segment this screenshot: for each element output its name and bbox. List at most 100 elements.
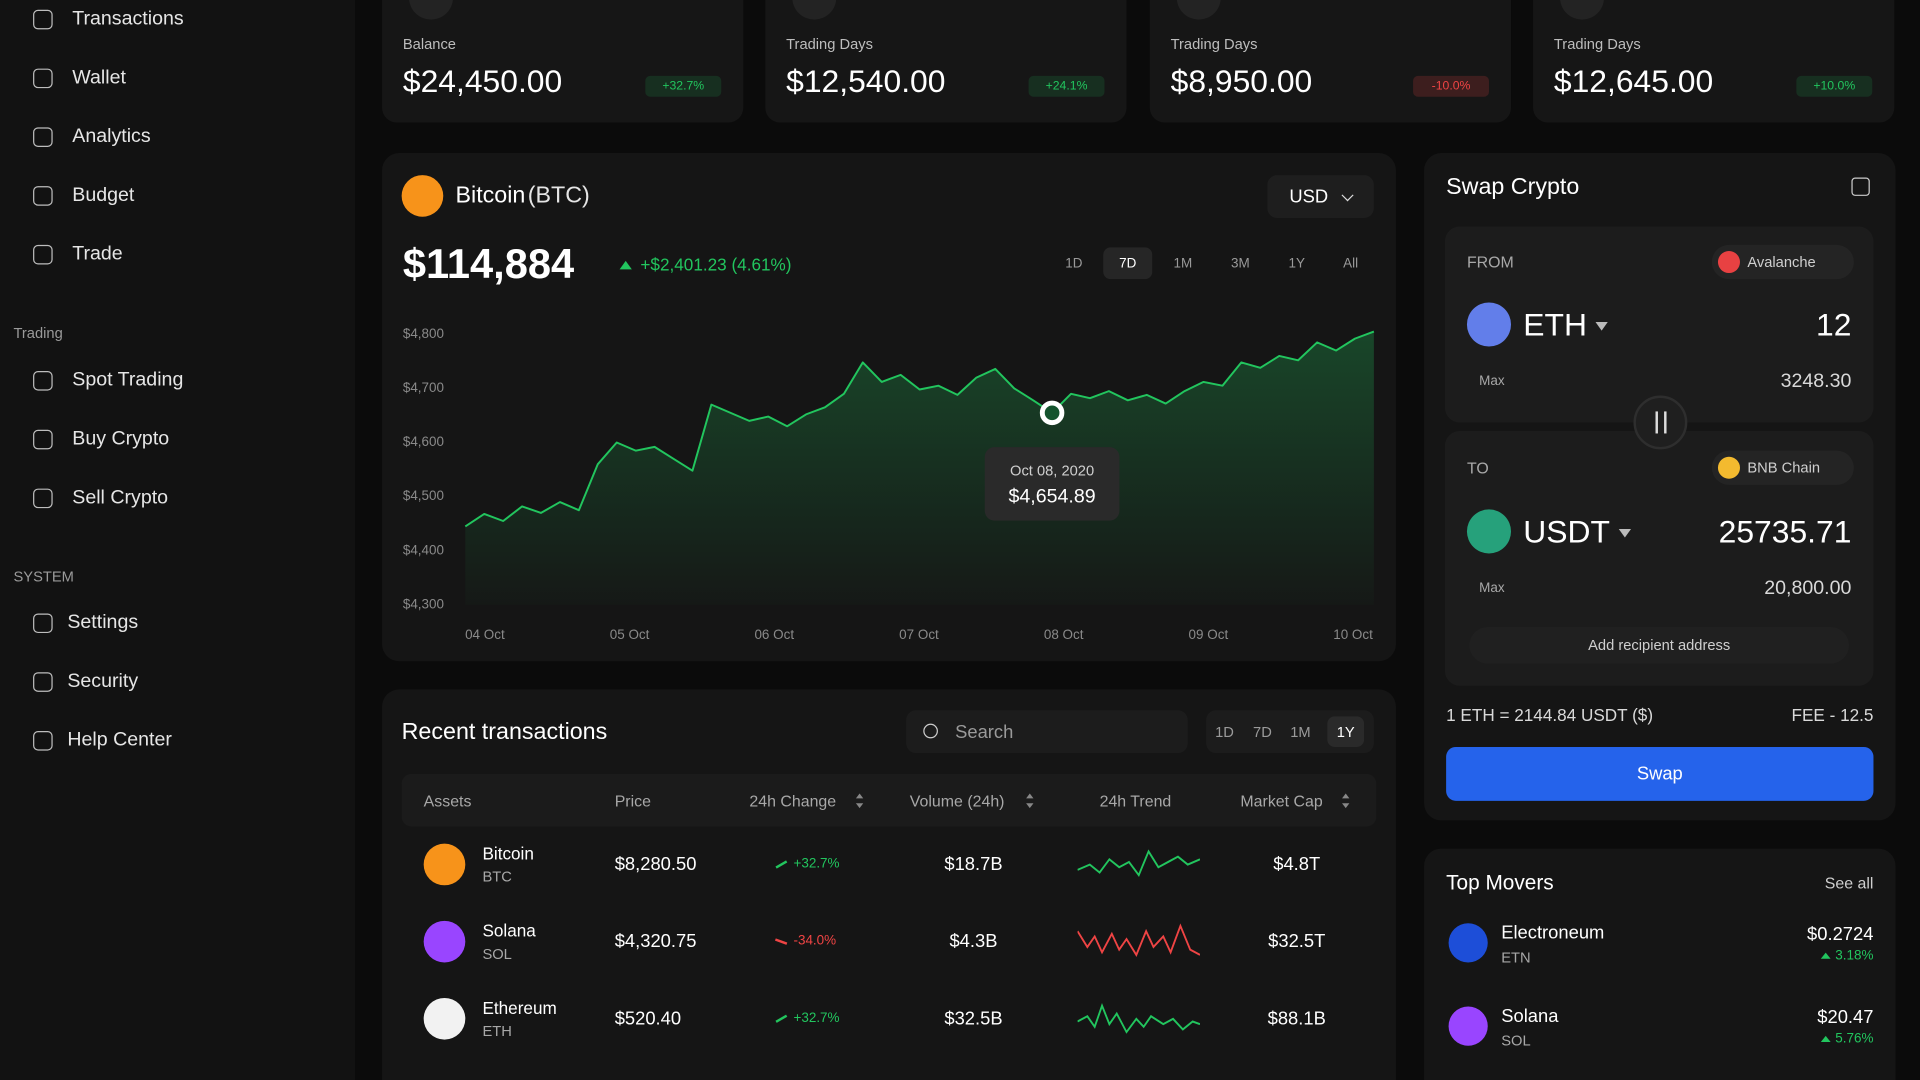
swap-button-label[interactable]: Swap: [1636, 763, 1683, 785]
token-name[interactable]: USDT: [1523, 513, 1610, 550]
x-tick-label: 09 Oct: [1189, 627, 1229, 642]
mover-price: $20.47: [1817, 1007, 1874, 1028]
asset-name: Solana: [482, 920, 536, 941]
sidebar-item[interactable]: Analytics: [72, 126, 151, 147]
y-tick-label: $4,400: [403, 542, 444, 557]
range-button[interactable]: 3M: [1231, 255, 1250, 271]
sidebar-item[interactable]: Trade: [72, 243, 123, 265]
price-change: +$2,401.23 (4.61%): [640, 254, 792, 275]
sidebar-icon: [33, 186, 53, 206]
column-header[interactable]: Market Cap: [1240, 791, 1323, 811]
tooltip-date: Oct 08, 2020: [1010, 463, 1094, 479]
mover-change: 3.18%: [1835, 948, 1874, 964]
change-pill: [1028, 75, 1105, 97]
search-icon: [923, 723, 938, 739]
stat-label: Balance: [402, 35, 456, 53]
sidebar-item[interactable]: Budget: [72, 184, 135, 206]
token-balance: 20,800.00: [1764, 577, 1852, 599]
swap-arrow: [1655, 411, 1658, 434]
sidebar-item[interactable]: Spot Trading: [72, 369, 184, 391]
currency-select[interactable]: [1267, 175, 1374, 218]
sidebar-item[interactable]: Wallet: [72, 67, 126, 89]
coin-name: Bitcoin: [455, 183, 526, 209]
hover-point: [1039, 400, 1065, 426]
max-button[interactable]: Max: [1479, 581, 1505, 596]
sidebar-icon: [33, 429, 53, 450]
range-button[interactable]: 1D: [1215, 723, 1234, 741]
chain-icon: [1717, 456, 1741, 479]
stat-icon: [1176, 0, 1221, 20]
recipient-field[interactable]: [1469, 626, 1849, 664]
range-button[interactable]: 1M: [1290, 723, 1311, 741]
column-header[interactable]: Volume (24h): [909, 791, 1005, 811]
token-amount: 12: [1816, 306, 1852, 343]
coin-icon: [401, 175, 444, 217]
stat-card: [1533, 0, 1895, 123]
chain-name: BNB Chain: [1747, 459, 1821, 477]
mover-symbol: ETN: [1501, 948, 1531, 967]
triangle-icon: [1820, 1035, 1831, 1042]
stat-icon: [1560, 0, 1605, 20]
stat-label: Trading Days: [786, 35, 873, 53]
range-active: [1103, 247, 1153, 280]
x-tick-label: 07 Oct: [899, 627, 939, 642]
transactions-card: [382, 689, 1396, 1080]
settings-icon[interactable]: [1851, 177, 1870, 196]
see-all[interactable]: See all: [1824, 873, 1874, 893]
sidebar-icon: [33, 244, 53, 265]
max-button[interactable]: Max: [1479, 374, 1505, 389]
search-box[interactable]: [906, 710, 1188, 754]
sparkline: [1077, 849, 1201, 878]
range-button[interactable]: All: [1343, 255, 1359, 271]
column-header: Assets: [423, 791, 472, 811]
y-tick-label: $4,600: [403, 434, 444, 449]
asset-change: +32.7%: [793, 1010, 840, 1026]
sidebar-item[interactable]: Security: [67, 671, 139, 692]
search-placeholder[interactable]: Search: [955, 721, 1014, 743]
sidebar-item[interactable]: Buy Crypto: [72, 428, 170, 450]
price: $114,884: [402, 241, 575, 288]
recipient[interactable]: Add recipient address: [1588, 636, 1731, 654]
change-pill: [1413, 75, 1489, 97]
change-pill: [1796, 75, 1873, 97]
triangle-icon: [1595, 322, 1608, 331]
sidebar-item[interactable]: Sell Crypto: [72, 487, 169, 509]
sidebar-item[interactable]: Transactions: [72, 8, 184, 30]
fee: FEE - 12.5: [1791, 705, 1874, 725]
range-button[interactable]: 1Y: [1336, 723, 1355, 741]
sidebar-item[interactable]: Help Center: [67, 729, 172, 751]
asset-price: $520.40: [614, 1008, 682, 1030]
sidebar: [0, 0, 356, 1080]
token-amount: 25735.71: [1718, 513, 1852, 550]
swap-label: TO: [1466, 458, 1489, 477]
column-header: Price: [614, 791, 651, 811]
stat-change: -10.0%: [1431, 78, 1471, 93]
swap-arrow: [1664, 411, 1666, 434]
section-heading: Trading: [13, 324, 63, 342]
asset-volume: $18.7B: [944, 854, 1003, 875]
triangle-icon: [1026, 803, 1034, 809]
sidebar-item[interactable]: Settings: [67, 612, 139, 634]
range-button[interactable]: 1Y: [1288, 255, 1305, 271]
token-icon: [1466, 302, 1512, 347]
range-button[interactable]: 1D: [1065, 255, 1083, 271]
price-area: [465, 331, 1374, 605]
y-tick-label: $4,700: [403, 380, 444, 395]
mover-symbol: SOL: [1501, 1032, 1531, 1050]
sidebar-icon: [33, 672, 53, 692]
x-tick-label: 06 Oct: [754, 627, 794, 642]
range-button[interactable]: 7D: [1253, 723, 1272, 741]
range-button[interactable]: 1M: [1173, 255, 1193, 271]
sparkline: [1077, 1003, 1201, 1034]
token-name[interactable]: ETH: [1523, 306, 1587, 343]
mover-icon: [1448, 1006, 1488, 1046]
range-button[interactable]: 7D: [1119, 255, 1137, 271]
y-tick-label: $4,500: [403, 488, 444, 503]
column-header[interactable]: 24h Change: [749, 791, 837, 811]
asset-name: Ethereum: [482, 997, 557, 1018]
swap-button[interactable]: [1446, 746, 1874, 801]
triangle-icon: [1342, 803, 1350, 809]
sidebar-icon: [33, 68, 53, 89]
sparkline: [1077, 923, 1201, 957]
